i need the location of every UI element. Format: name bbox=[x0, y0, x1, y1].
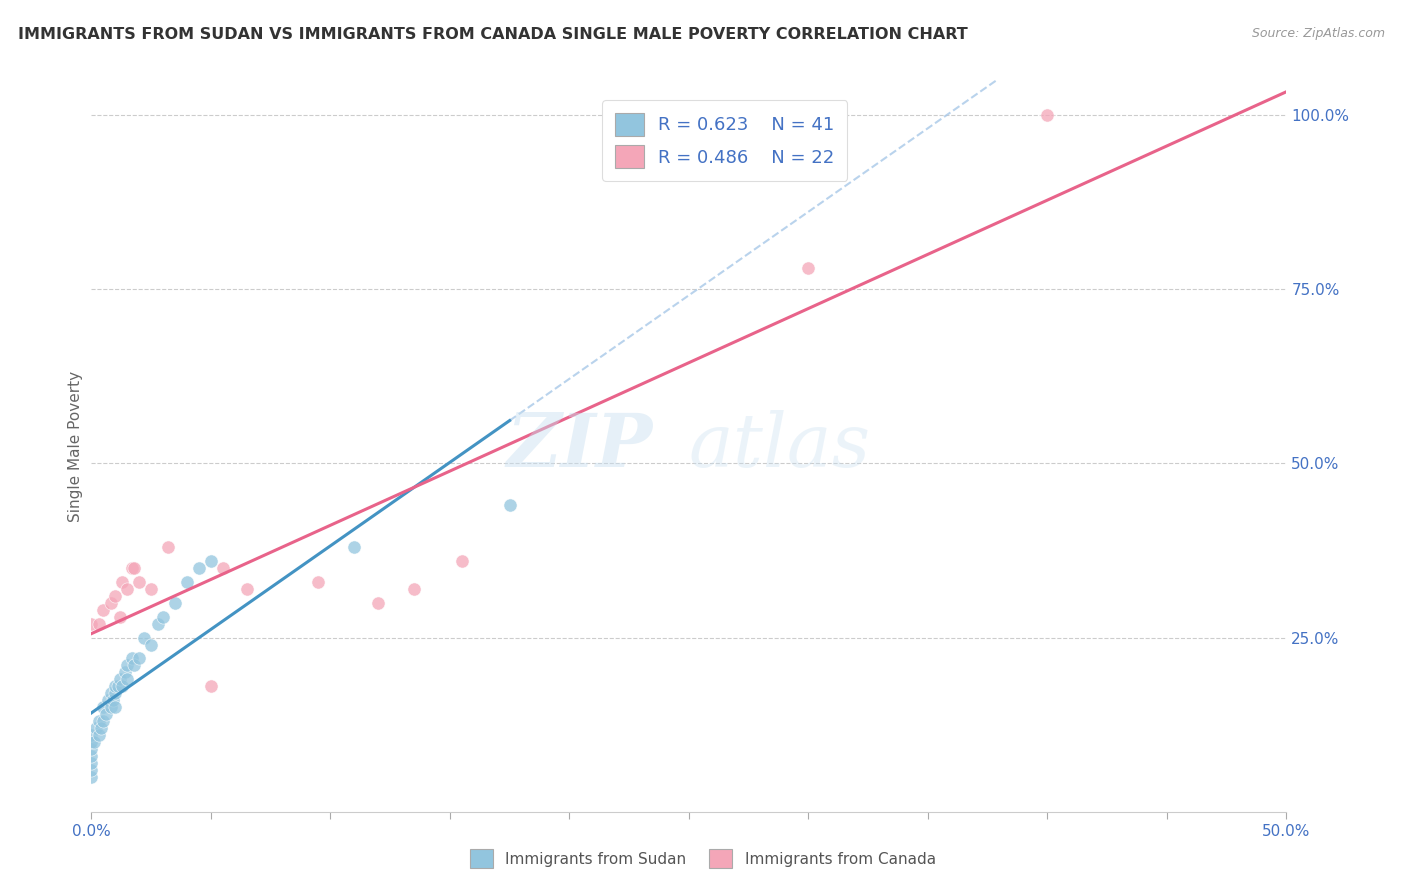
Point bbox=[84, 721, 107, 735]
Point bbox=[100, 596, 122, 610]
Point bbox=[104, 686, 127, 700]
Point bbox=[93, 603, 114, 617]
Point bbox=[93, 700, 114, 714]
Point bbox=[111, 679, 134, 693]
Point bbox=[100, 686, 122, 700]
Point bbox=[124, 561, 146, 575]
Point bbox=[343, 540, 366, 554]
Point bbox=[115, 582, 138, 596]
Point bbox=[148, 616, 170, 631]
Point bbox=[104, 700, 127, 714]
Text: Source: ZipAtlas.com: Source: ZipAtlas.com bbox=[1251, 27, 1385, 40]
Point bbox=[141, 638, 162, 652]
Point bbox=[235, 582, 259, 596]
Point bbox=[108, 609, 131, 624]
Point bbox=[1036, 108, 1059, 122]
Point bbox=[367, 596, 389, 610]
Point bbox=[141, 582, 162, 596]
Point bbox=[128, 574, 150, 589]
Point bbox=[404, 582, 426, 596]
Point bbox=[80, 735, 103, 749]
Point bbox=[152, 609, 174, 624]
Legend: Immigrants from Sudan, Immigrants from Canada: Immigrants from Sudan, Immigrants from C… bbox=[463, 841, 943, 875]
Point bbox=[87, 728, 110, 742]
Point bbox=[80, 763, 103, 777]
Point bbox=[114, 665, 136, 680]
Point bbox=[200, 554, 222, 568]
Point bbox=[94, 707, 117, 722]
Point bbox=[107, 679, 129, 693]
Point bbox=[90, 721, 112, 735]
Point bbox=[80, 728, 103, 742]
Point bbox=[101, 693, 124, 707]
Point bbox=[211, 561, 233, 575]
Point bbox=[80, 770, 103, 784]
Point bbox=[108, 673, 131, 687]
Point bbox=[450, 554, 472, 568]
Point bbox=[80, 616, 103, 631]
Legend: R = 0.623    N = 41, R = 0.486    N = 22: R = 0.623 N = 41, R = 0.486 N = 22 bbox=[602, 100, 848, 181]
Point bbox=[163, 596, 186, 610]
Text: ZIP: ZIP bbox=[506, 409, 652, 483]
Point bbox=[104, 589, 127, 603]
Point bbox=[80, 756, 103, 770]
Point bbox=[115, 673, 138, 687]
Point bbox=[83, 735, 105, 749]
Point bbox=[200, 679, 222, 693]
Y-axis label: Single Male Poverty: Single Male Poverty bbox=[67, 370, 83, 522]
Point bbox=[87, 714, 110, 728]
Text: IMMIGRANTS FROM SUDAN VS IMMIGRANTS FROM CANADA SINGLE MALE POVERTY CORRELATION : IMMIGRANTS FROM SUDAN VS IMMIGRANTS FROM… bbox=[18, 27, 967, 42]
Point bbox=[124, 658, 146, 673]
Point bbox=[80, 749, 103, 764]
Point bbox=[132, 631, 155, 645]
Point bbox=[498, 498, 520, 512]
Point bbox=[128, 651, 150, 665]
Point bbox=[80, 742, 103, 756]
Point bbox=[121, 651, 143, 665]
Point bbox=[97, 693, 120, 707]
Point bbox=[104, 679, 127, 693]
Point bbox=[797, 261, 820, 276]
Point bbox=[100, 700, 122, 714]
Point bbox=[121, 561, 143, 575]
Point bbox=[307, 574, 329, 589]
Point bbox=[93, 714, 114, 728]
Point bbox=[187, 561, 211, 575]
Point bbox=[111, 574, 134, 589]
Point bbox=[87, 616, 110, 631]
Point bbox=[176, 574, 198, 589]
Point bbox=[115, 658, 138, 673]
Text: atlas: atlas bbox=[689, 409, 872, 483]
Point bbox=[156, 540, 179, 554]
